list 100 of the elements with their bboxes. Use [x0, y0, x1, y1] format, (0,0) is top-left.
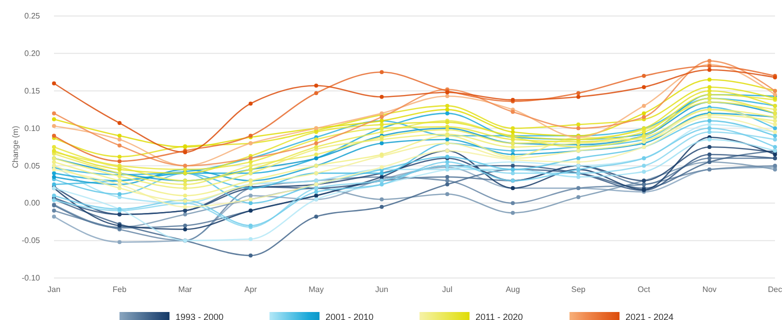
point [707, 58, 712, 63]
point [576, 160, 580, 164]
point [707, 145, 712, 149]
x-tick-label: Mar [178, 285, 192, 294]
point [445, 174, 450, 179]
point [248, 201, 253, 206]
point [118, 192, 122, 196]
y-tick-label: 0.05 [24, 161, 41, 170]
point [314, 138, 318, 142]
point [248, 237, 253, 242]
point [510, 126, 515, 130]
point [707, 118, 712, 123]
point [642, 170, 646, 174]
point [773, 134, 777, 138]
point [707, 130, 712, 134]
x-tick-label: Sep [571, 285, 586, 294]
point [510, 130, 515, 134]
point [314, 190, 318, 194]
point [380, 115, 384, 120]
point [248, 164, 253, 168]
point [642, 104, 646, 108]
point [380, 141, 384, 146]
point [380, 197, 384, 202]
x-tick-label: Feb [112, 285, 127, 294]
point [773, 122, 777, 127]
point [445, 138, 450, 142]
point [510, 171, 515, 176]
point [510, 164, 515, 168]
point [773, 108, 777, 112]
point [52, 171, 56, 176]
point [52, 174, 56, 179]
point [314, 214, 318, 219]
point [773, 145, 777, 149]
text: 2001 - 2010 [326, 312, 374, 320]
point [314, 91, 318, 96]
point [380, 122, 384, 127]
point [445, 111, 450, 116]
point [576, 126, 580, 130]
point [707, 78, 712, 82]
point [314, 152, 318, 156]
point [52, 117, 56, 122]
point [707, 126, 712, 130]
point [707, 68, 712, 72]
point [707, 156, 712, 160]
point [183, 204, 188, 209]
point [642, 164, 646, 168]
point [576, 195, 580, 200]
point [707, 152, 712, 156]
point [52, 214, 56, 219]
point [52, 111, 56, 116]
point [118, 154, 122, 159]
point [118, 134, 122, 138]
point [118, 138, 122, 142]
text: 2011 - 2020 [476, 312, 523, 320]
point [707, 138, 712, 142]
point [183, 212, 188, 216]
point [445, 94, 450, 98]
point [380, 130, 384, 134]
point [707, 122, 712, 127]
point [576, 91, 580, 96]
y-tick-label: 0.15 [24, 86, 41, 96]
point [314, 84, 318, 88]
point [314, 141, 318, 146]
point [445, 182, 450, 186]
point [576, 122, 580, 127]
y-axis-title: Change (m) [11, 126, 20, 168]
point [510, 145, 515, 149]
x-tick-label: Jul [442, 285, 453, 294]
point [510, 210, 515, 215]
point [118, 159, 122, 164]
point [380, 204, 384, 209]
point [707, 88, 712, 93]
y-tick-label: -0.10 [22, 274, 41, 283]
point [52, 134, 56, 138]
point [445, 108, 450, 112]
y-tick-label: 0.10 [24, 124, 41, 133]
y-tick-label: -0.05 [22, 236, 41, 246]
point [314, 145, 318, 149]
point [576, 174, 580, 179]
x-tick-label: Apr [244, 285, 258, 294]
point [642, 74, 646, 78]
x-tick-label: Oct [638, 285, 651, 294]
point [118, 144, 122, 148]
point [118, 186, 122, 190]
x-tick-label: Jan [48, 285, 60, 294]
point [773, 126, 777, 130]
point [445, 192, 450, 196]
point [380, 70, 384, 74]
point [52, 145, 56, 149]
point [642, 111, 646, 116]
point [445, 104, 450, 108]
y-tick-label: 0.00 [24, 198, 41, 208]
point [52, 160, 56, 164]
point [118, 240, 122, 244]
point [183, 194, 188, 198]
point [707, 85, 712, 90]
x-tick-label: Nov [702, 285, 717, 294]
point [773, 118, 777, 123]
y-tick-label: 0.20 [24, 48, 41, 58]
point [183, 227, 188, 232]
